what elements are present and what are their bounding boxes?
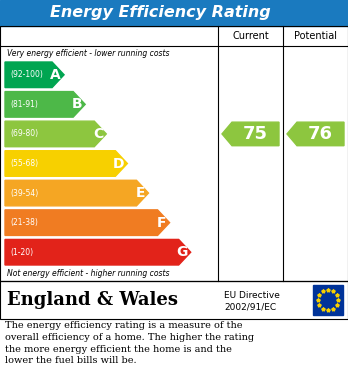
- Text: Very energy efficient - lower running costs: Very energy efficient - lower running co…: [7, 48, 169, 57]
- Text: B: B: [72, 97, 82, 111]
- Text: 2002/91/EC: 2002/91/EC: [224, 302, 276, 311]
- Bar: [0, 281, 348, 319]
- Polygon shape: [5, 151, 127, 176]
- Text: Current: Current: [232, 31, 269, 41]
- Text: (55-68): (55-68): [10, 159, 38, 168]
- Polygon shape: [287, 122, 344, 146]
- Polygon shape: [5, 210, 169, 235]
- Text: (1-20): (1-20): [10, 248, 33, 257]
- Text: (81-91): (81-91): [10, 100, 38, 109]
- Text: Potential: Potential: [294, 31, 337, 41]
- Text: 75: 75: [243, 125, 268, 143]
- Polygon shape: [5, 62, 64, 88]
- Polygon shape: [222, 122, 279, 146]
- Text: 76: 76: [308, 125, 333, 143]
- FancyBboxPatch shape: [313, 285, 343, 315]
- Polygon shape: [5, 121, 106, 147]
- Text: The energy efficiency rating is a measure of the
overall efficiency of a home. T: The energy efficiency rating is a measur…: [5, 321, 254, 366]
- Text: Energy Efficiency Rating: Energy Efficiency Rating: [50, 5, 270, 20]
- Text: E: E: [136, 186, 145, 200]
- Text: EU Directive: EU Directive: [224, 291, 280, 300]
- Bar: [0, 0, 348, 26]
- Text: (21-38): (21-38): [10, 218, 38, 227]
- Text: (69-80): (69-80): [10, 129, 38, 138]
- Text: (92-100): (92-100): [10, 70, 43, 79]
- Polygon shape: [5, 91, 85, 117]
- Text: C: C: [93, 127, 103, 141]
- Text: A: A: [50, 68, 61, 82]
- Text: Not energy efficient - higher running costs: Not energy efficient - higher running co…: [7, 269, 169, 278]
- Text: G: G: [176, 245, 188, 259]
- Text: D: D: [113, 156, 124, 170]
- Bar: [0, 26, 348, 281]
- Polygon shape: [5, 180, 149, 206]
- Text: England & Wales: England & Wales: [7, 291, 178, 309]
- Text: F: F: [157, 216, 167, 230]
- Polygon shape: [5, 239, 191, 265]
- Text: (39-54): (39-54): [10, 188, 38, 197]
